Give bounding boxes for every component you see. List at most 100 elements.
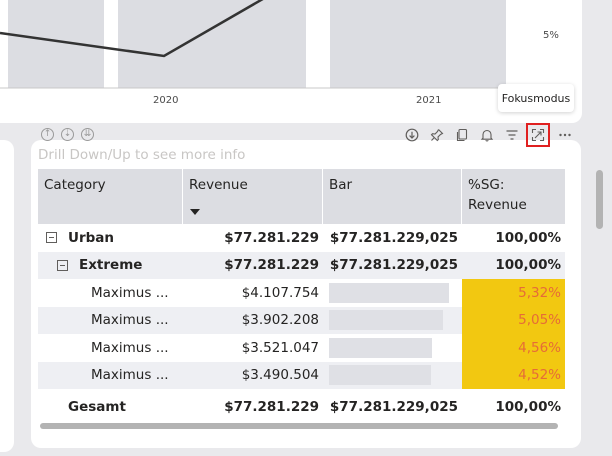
category-label: Maximus ... [91,339,169,356]
column-header-sg-revenue[interactable]: %SG: Revenue [468,177,527,213]
adjacent-visual-card [0,140,14,452]
visual-header-toolbar [403,123,573,147]
category-wrapper: Maximus ... [38,340,183,356]
focus-mode-tooltip: Fokusmodus [498,84,574,112]
category-cell: Maximus ... [38,312,183,328]
category-label: Maximus ... [91,312,169,329]
column-bar [330,0,506,88]
bar-cell [323,307,462,335]
table-row[interactable]: Urban $77.281.229 $77.281.229,025 100,00% [38,224,565,252]
column-header-bar[interactable]: Bar [323,169,462,224]
category-label: Urban [68,229,115,246]
revenue-cell: $3.521.047 [241,339,319,356]
revenue-cell: $4.107.754 [241,284,319,301]
bar-cell [323,334,462,362]
bar-value-cell: $77.281.229,025 [329,257,458,274]
bell-icon [480,129,493,142]
total-row: Gesamt $77.281.229 $77.281.229,025 100,0… [38,393,565,421]
column-header-revenue[interactable]: Revenue [183,169,323,224]
pct-cell-highlighted: 4,56% [462,334,565,362]
total-label: Gesamt [68,398,126,415]
category-cell: Maximus ... [38,285,183,301]
pct-value: 5,32% [518,284,561,301]
total-revenue: $77.281.229 [224,398,319,415]
pct-cell-highlighted: 5,32% [462,279,565,307]
matrix-visual: ↑ ⇣ ⇊ Drill Down/Up to see more info Cat… [31,123,603,448]
copy-icon [456,128,467,142]
category-wrapper: Extreme [38,257,183,273]
pct-cell-highlighted: 5,05% [462,306,565,334]
revenue-cell: $3.490.504 [241,367,319,384]
collapse-icon[interactable] [57,259,68,271]
drill-controls: ↑ ⇣ ⇊ [41,128,94,141]
pct-cell: 100,00% [495,229,561,246]
table-row[interactable]: Extreme $77.281.229 $77.281.229,025 100,00% [38,251,565,279]
column-header-category[interactable]: Category [38,169,183,224]
data-bar [329,310,443,331]
revenue-cell: $3.902.208 [241,312,319,329]
expand-level-icon[interactable]: ⇊ [81,128,94,141]
focus-mode-icon [531,128,545,142]
bar-value-cell: $77.281.229,025 [329,229,458,246]
pin-button[interactable] [428,127,445,144]
category-wrapper: Maximus ... [38,367,183,383]
column-bar [8,0,104,88]
drill-hint-text: Drill Down/Up to see more info [38,147,246,163]
revenue-cell: $77.281.229 [224,257,319,274]
table-row[interactable]: Maximus ... $3.521.047 4,56% [38,334,565,362]
total-bar: $77.281.229,025 [329,398,458,415]
revenue-cell: $77.281.229 [224,229,319,246]
category-cell: Urban [38,230,183,246]
filter-button[interactable] [503,127,520,144]
category-label: Maximus ... [91,284,169,301]
category-cell: Maximus ... [38,367,183,383]
bar-cell [323,279,462,307]
collapse-icon[interactable] [46,232,57,244]
table-row[interactable]: Maximus ... $4.107.754 5,32% [38,279,565,307]
more-options-button[interactable] [556,127,573,144]
pct-value: 5,05% [518,312,561,329]
column-header-row: Category Revenue Bar %SG: Revenue [38,169,565,224]
x-tick-label: 2020 [153,95,179,106]
focus-mode-button[interactable] [526,123,550,147]
chart-plot-area [0,0,522,89]
x-tick-label: 2021 [416,95,442,106]
sort-descending-icon [190,209,200,215]
drill-up-icon[interactable]: ↑ [41,128,54,141]
vertical-scrollbar[interactable] [596,170,603,229]
bar-cell [323,362,462,390]
alert-button[interactable] [478,127,495,144]
column-bar [118,0,306,88]
table-body: Urban $77.281.229 $77.281.229,025 100,00% Ex… [38,224,565,389]
category-wrapper: Maximus ... [38,285,183,301]
trend-line [0,0,264,58]
pct-cell-highlighted: 4,52% [462,361,565,389]
pct-cell: 100,00% [495,257,561,274]
pct-value: 4,52% [518,367,561,384]
table-row[interactable]: Maximus ... $3.902.208 5,05% [38,306,565,335]
pin-icon [430,129,443,142]
category-label: Maximus ... [91,367,169,384]
data-bar [329,337,432,358]
pct-value: 4,56% [518,339,561,356]
data-bar [329,282,449,303]
more-options-icon [558,133,571,137]
category-wrapper: Maximus ... [38,312,183,328]
matrix-table: Category Revenue Bar %SG: Revenue Urban $… [38,169,565,421]
category-label: Extreme [79,257,143,274]
horizontal-scrollbar[interactable] [40,423,558,429]
category-cell: Maximus ... [38,340,183,356]
table-row[interactable]: Maximus ... $3.490.504 4,52% [38,361,565,390]
filter-icon [506,130,517,140]
column-header-label: Revenue [189,177,248,193]
data-bar [329,365,431,386]
y-tick-label: 5% [543,30,559,41]
download-button[interactable] [403,127,420,144]
total-pct: 100,00% [495,398,561,415]
category-cell: Extreme [38,257,183,273]
category-wrapper: Urban [38,230,183,246]
drill-down-icon[interactable]: ⇣ [61,128,74,141]
copy-button[interactable] [453,127,470,144]
download-icon [405,128,418,142]
line-chart-visual: 2020 2021 5% [0,0,582,123]
